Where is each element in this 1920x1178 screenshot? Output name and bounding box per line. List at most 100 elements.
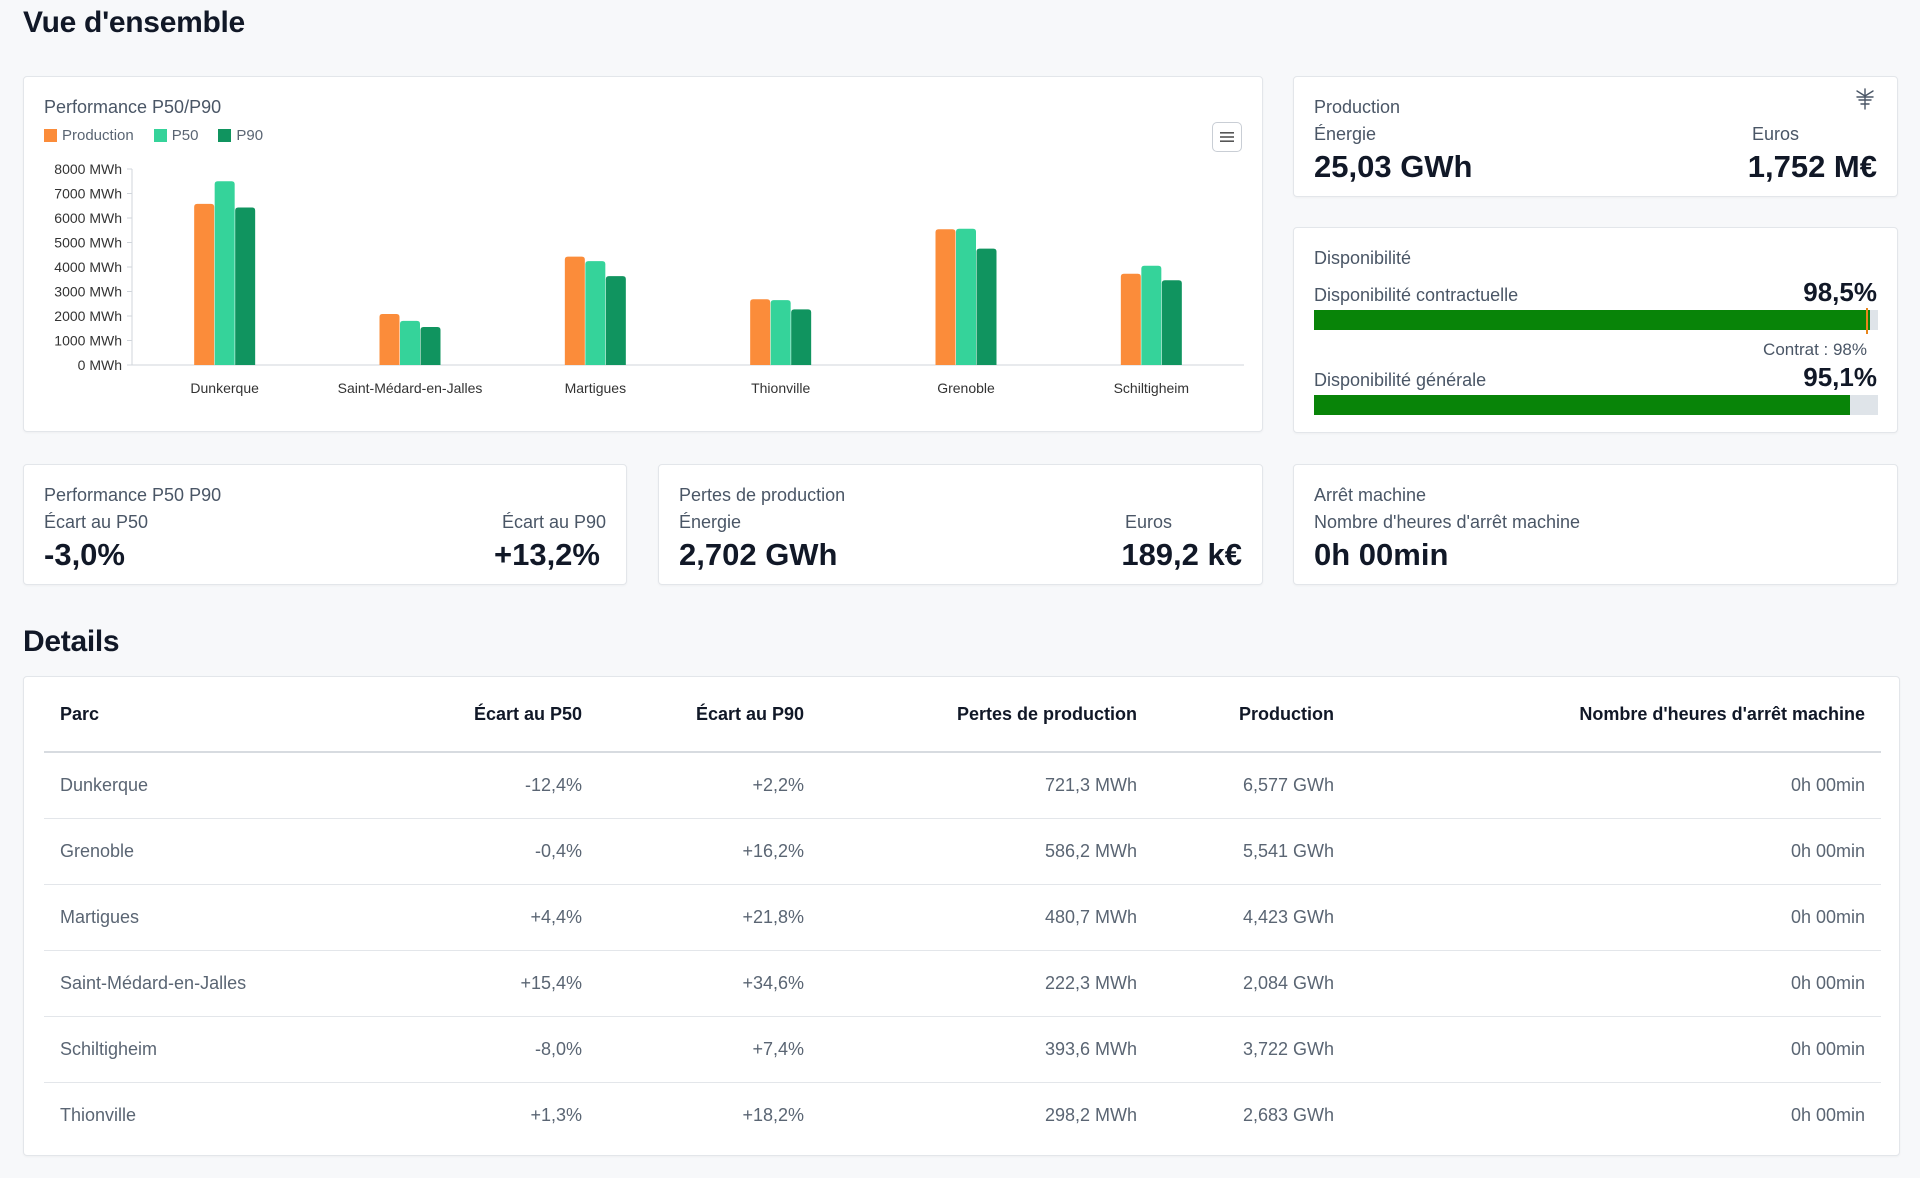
legend-item-p50[interactable]: P50: [153, 127, 199, 144]
cell-downtime: 0h 00min: [1350, 752, 1881, 819]
y-tick-label: 4000 MWh: [54, 259, 122, 275]
bar-p90: [235, 207, 256, 365]
cell-parc: Dunkerque: [44, 752, 344, 819]
legend-swatch-p50: [153, 129, 167, 142]
table-header-row: Parc Écart au P50 Écart au P90 Pertes de…: [44, 677, 1881, 753]
cell-production: 5,541 GWh: [1153, 818, 1350, 885]
p90-gap-value: +13,2%: [493, 537, 600, 572]
bar-production: [750, 299, 771, 365]
column-header-p50[interactable]: Écart au P50: [344, 677, 598, 753]
cell-p90: +7,4%: [598, 1016, 820, 1083]
general-availability-value: 95,1%: [1803, 362, 1877, 392]
availability-title: Disponibilité: [1314, 248, 1412, 268]
hamburger-menu-icon: [1220, 132, 1234, 142]
y-tick-label: 7000 MWh: [54, 186, 122, 202]
table-row[interactable]: Saint-Médard-en-Jalles +15,4% +34,6% 222…: [44, 950, 1881, 1017]
bar-p50: [770, 300, 791, 365]
contract-threshold-label: Contrat : 98%: [1763, 340, 1867, 359]
performance-kpi-title: Performance P50 P90: [44, 485, 222, 505]
table-row[interactable]: Grenoble -0,4% +16,2% 586,2 MWh 5,541 GW…: [44, 818, 1881, 885]
column-header-downtime[interactable]: Nombre d'heures d'arrêt machine: [1350, 677, 1881, 753]
details-table-card: Parc Écart au P50 Écart au P90 Pertes de…: [23, 676, 1900, 1156]
legend-item-p90[interactable]: P90: [218, 127, 263, 144]
x-tick-label: Grenoble: [937, 380, 995, 396]
y-tick-label: 2000 MWh: [54, 308, 122, 324]
cell-p90: +21,8%: [598, 884, 820, 951]
cell-downtime: 0h 00min: [1350, 950, 1881, 1017]
availability-card: Disponibilité Disponibilité contractuell…: [1293, 227, 1898, 433]
bar-p90: [791, 309, 812, 365]
downtime-card: Arrêt machine Nombre d'heures d'arrêt ma…: [1293, 464, 1898, 585]
x-tick-label: Martigues: [565, 380, 626, 396]
cell-production: 2,683 GWh: [1242, 1104, 1334, 1125]
legend-swatch-p90: [218, 129, 232, 142]
p90-gap-label: Écart au P90: [501, 512, 606, 532]
bar-production: [379, 313, 400, 365]
downtime-value: 0h 00min: [1314, 537, 1449, 572]
cell-parc: Grenoble: [44, 818, 344, 885]
wind-turbine-icon: [1856, 88, 1874, 110]
cell-downtime: 0h 00min: [1350, 884, 1881, 951]
cell-production: 6,577 GWh: [1153, 752, 1350, 819]
chart-menu-button[interactable]: [1212, 122, 1242, 152]
contractual-availability-label: Disponibilité contractuelle: [1314, 285, 1519, 305]
bar-p50: [1141, 265, 1162, 365]
x-tick-label: Thionville: [751, 380, 810, 396]
production-euros-value: 1,752 M€: [1747, 149, 1877, 184]
bar-p50: [214, 181, 235, 365]
legend-item-production[interactable]: Production: [44, 127, 134, 144]
cell-p90: +2,2%: [598, 752, 820, 819]
general-availability-bar: [1314, 395, 1878, 415]
column-header-p90[interactable]: Écart au P90: [598, 677, 820, 753]
cell-losses: 298,2 MWh: [1044, 1104, 1137, 1125]
table-row[interactable]: Schiltigheim -8,0% +7,4% 393,6 MWh 3,722…: [44, 1016, 1881, 1083]
table-row[interactable]: Dunkerque -12,4% +2,2% 721,3 MWh 6,577 G…: [44, 752, 1881, 819]
bar-p50: [585, 261, 606, 365]
table-row[interactable]: Thionville +1,3% +18,2% 298,2 MWh 2,683 …: [44, 1082, 1881, 1148]
bar-p90: [976, 248, 997, 365]
bar-p90: [420, 327, 441, 365]
column-header-production[interactable]: Production: [1153, 677, 1350, 753]
page-title: Vue d'ensemble: [23, 6, 245, 39]
y-tick-label: 8000 MWh: [54, 161, 122, 177]
performance-kpi-card: Performance P50 P90 Écart au P50 -3,0% É…: [23, 464, 627, 585]
cell-losses: 393,6 MWh: [820, 1016, 1153, 1083]
downtime-label: Nombre d'heures d'arrêt machine: [1314, 512, 1581, 532]
downtime-title: Arrêt machine: [1314, 485, 1427, 505]
cell-p90: +18,2%: [742, 1104, 804, 1125]
contract-threshold-marker: [1865, 308, 1868, 334]
chart-legend: Production P50 P90: [44, 127, 263, 144]
y-tick-label: 3000 MWh: [54, 284, 122, 300]
cell-losses: 586,2 MWh: [820, 818, 1153, 885]
y-tick-label: 5000 MWh: [54, 235, 122, 251]
bar-p90: [1161, 280, 1182, 365]
cell-parc: Schiltigheim: [44, 1016, 344, 1083]
production-losses-title: Pertes de production: [679, 485, 846, 505]
cell-p90: +34,6%: [598, 950, 820, 1017]
chart-card-title: Performance P50/P90: [44, 97, 222, 117]
legend-label-production: Production: [62, 127, 134, 144]
column-header-parc[interactable]: Parc: [44, 677, 344, 753]
table-row[interactable]: Martigues +4,4% +21,8% 480,7 MWh 4,423 G…: [44, 884, 1881, 951]
production-energy-label: Énergie: [1314, 124, 1377, 144]
cell-losses: 222,3 MWh: [820, 950, 1153, 1017]
x-tick-label: Dunkerque: [190, 380, 259, 396]
cell-production: 4,423 GWh: [1153, 884, 1350, 951]
bar-production: [194, 203, 215, 365]
losses-energy-value: 2,702 GWh: [679, 537, 838, 572]
bar-production: [935, 229, 956, 365]
bar-p90: [605, 276, 626, 365]
legend-label-p50: P50: [171, 127, 199, 144]
losses-euros-label: Euros: [1124, 512, 1172, 532]
cell-p50: +1,3%: [530, 1104, 582, 1125]
cell-downtime: 0h 00min: [1350, 1016, 1881, 1083]
column-header-losses[interactable]: Pertes de production: [820, 677, 1153, 753]
p50-gap-label: Écart au P50: [44, 512, 149, 532]
legend-label-p90: P90: [236, 127, 264, 144]
p50-gap-value: -3,0%: [44, 537, 125, 572]
production-title: Production: [1314, 97, 1401, 117]
cell-parc: Thionville: [60, 1104, 137, 1125]
general-availability-label: Disponibilité générale: [1314, 370, 1487, 390]
performance-chart-card: Performance P50/P90 Production P50 P90 0…: [23, 76, 1263, 432]
cell-p90: +16,2%: [598, 818, 820, 885]
